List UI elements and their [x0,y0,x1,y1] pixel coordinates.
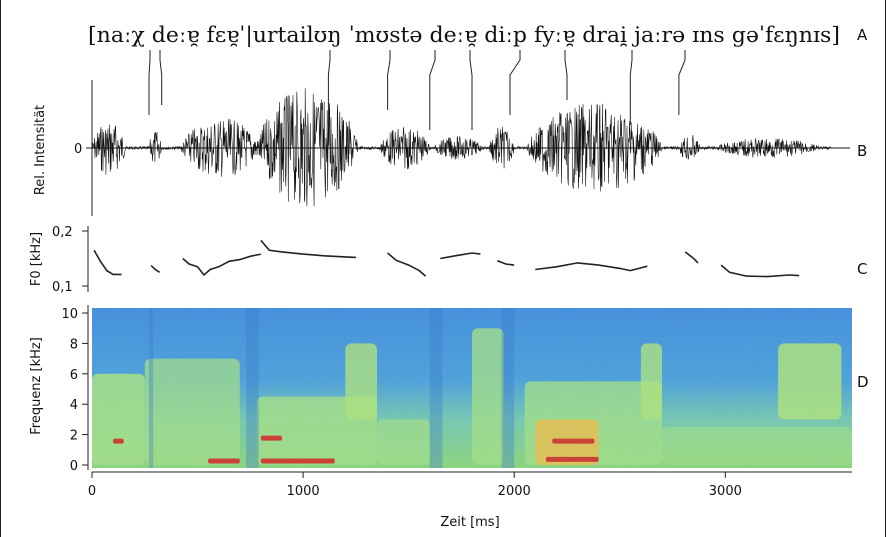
f0-contour-segment [720,264,800,278]
f0-contour-segment [440,252,481,260]
panel-label-b: B [857,142,867,160]
spectrogram-tick-label: 6 [70,368,78,383]
spectrogram-tick-label: 0 [70,459,78,474]
time-axis-title: Zeit [ms] [440,515,499,530]
time-tick-label: 3000 [709,484,742,499]
time-axis-ticks: 0 1000 2000 3000 [88,472,742,499]
phonetic-transcription: [naːχ deːɐ̯ fɛɐ̯ˈ|urtailʊŋ ˈmʊstə deːɐ̯ … [88,23,840,48]
spectrogram-tick-label: 8 [70,337,78,352]
waveform [91,88,832,207]
f0-contour-segment [150,265,161,273]
time-tick-label: 0 [88,484,96,499]
transcription-leader [678,50,686,115]
transcription-leader [387,50,391,110]
spectrogram-panel: 10 8 6 4 2 0 Frequenz [kHz] [29,305,852,474]
spectrogram-y-ticks: 10 8 6 4 2 0 [61,307,88,474]
f0-series [93,239,800,278]
spectrogram-tick-label: 2 [70,429,78,444]
transcription-leader [327,50,331,125]
panel-label-c: C [857,260,867,278]
f0-axis-title: F0 [kHz] [29,232,44,286]
transcription-leader-lines [148,50,686,130]
f0-contour-segment [260,239,356,259]
f0-tick-label-upper: 0,2 [52,225,73,240]
intensity-zero-label: 0 [74,142,82,157]
time-tick-label: 1000 [287,484,320,499]
transcription-leader [148,50,151,115]
intensity-panel: 0 Rel. Intensität [33,80,850,216]
f0-contour-segment [182,253,262,277]
spectrogram-tick-label: 4 [70,398,78,413]
transcription-leader [564,50,568,100]
transcription-leader [429,50,436,130]
panel-label-d: D [857,373,869,391]
f0-contour-segment [497,259,515,266]
transcription-leader [509,50,521,115]
f0-contour-segment [93,249,122,276]
f0-tick-label-lower: 0,1 [52,280,73,295]
spectrogram-axis-title: Frequenz [kHz] [29,337,44,435]
transcription-leader [629,50,633,125]
transcription-leader [469,50,473,130]
intensity-axis-title: Rel. Intensität [33,105,48,195]
spectrogram-tick-label: 10 [61,307,78,322]
spectrogram-noise [92,308,852,468]
time-axis: 0 1000 2000 3000 Zeit [ms] [88,471,852,530]
transcription-leader [159,50,163,105]
time-tick-label: 2000 [498,484,531,499]
panel-label-a: A [857,26,868,44]
f0-contour-segment [387,252,427,277]
f0-contour-segment [535,262,648,272]
f0-contour-segment [684,251,699,264]
f0-panel: 0,2 0,1 F0 [kHz] [29,225,800,295]
